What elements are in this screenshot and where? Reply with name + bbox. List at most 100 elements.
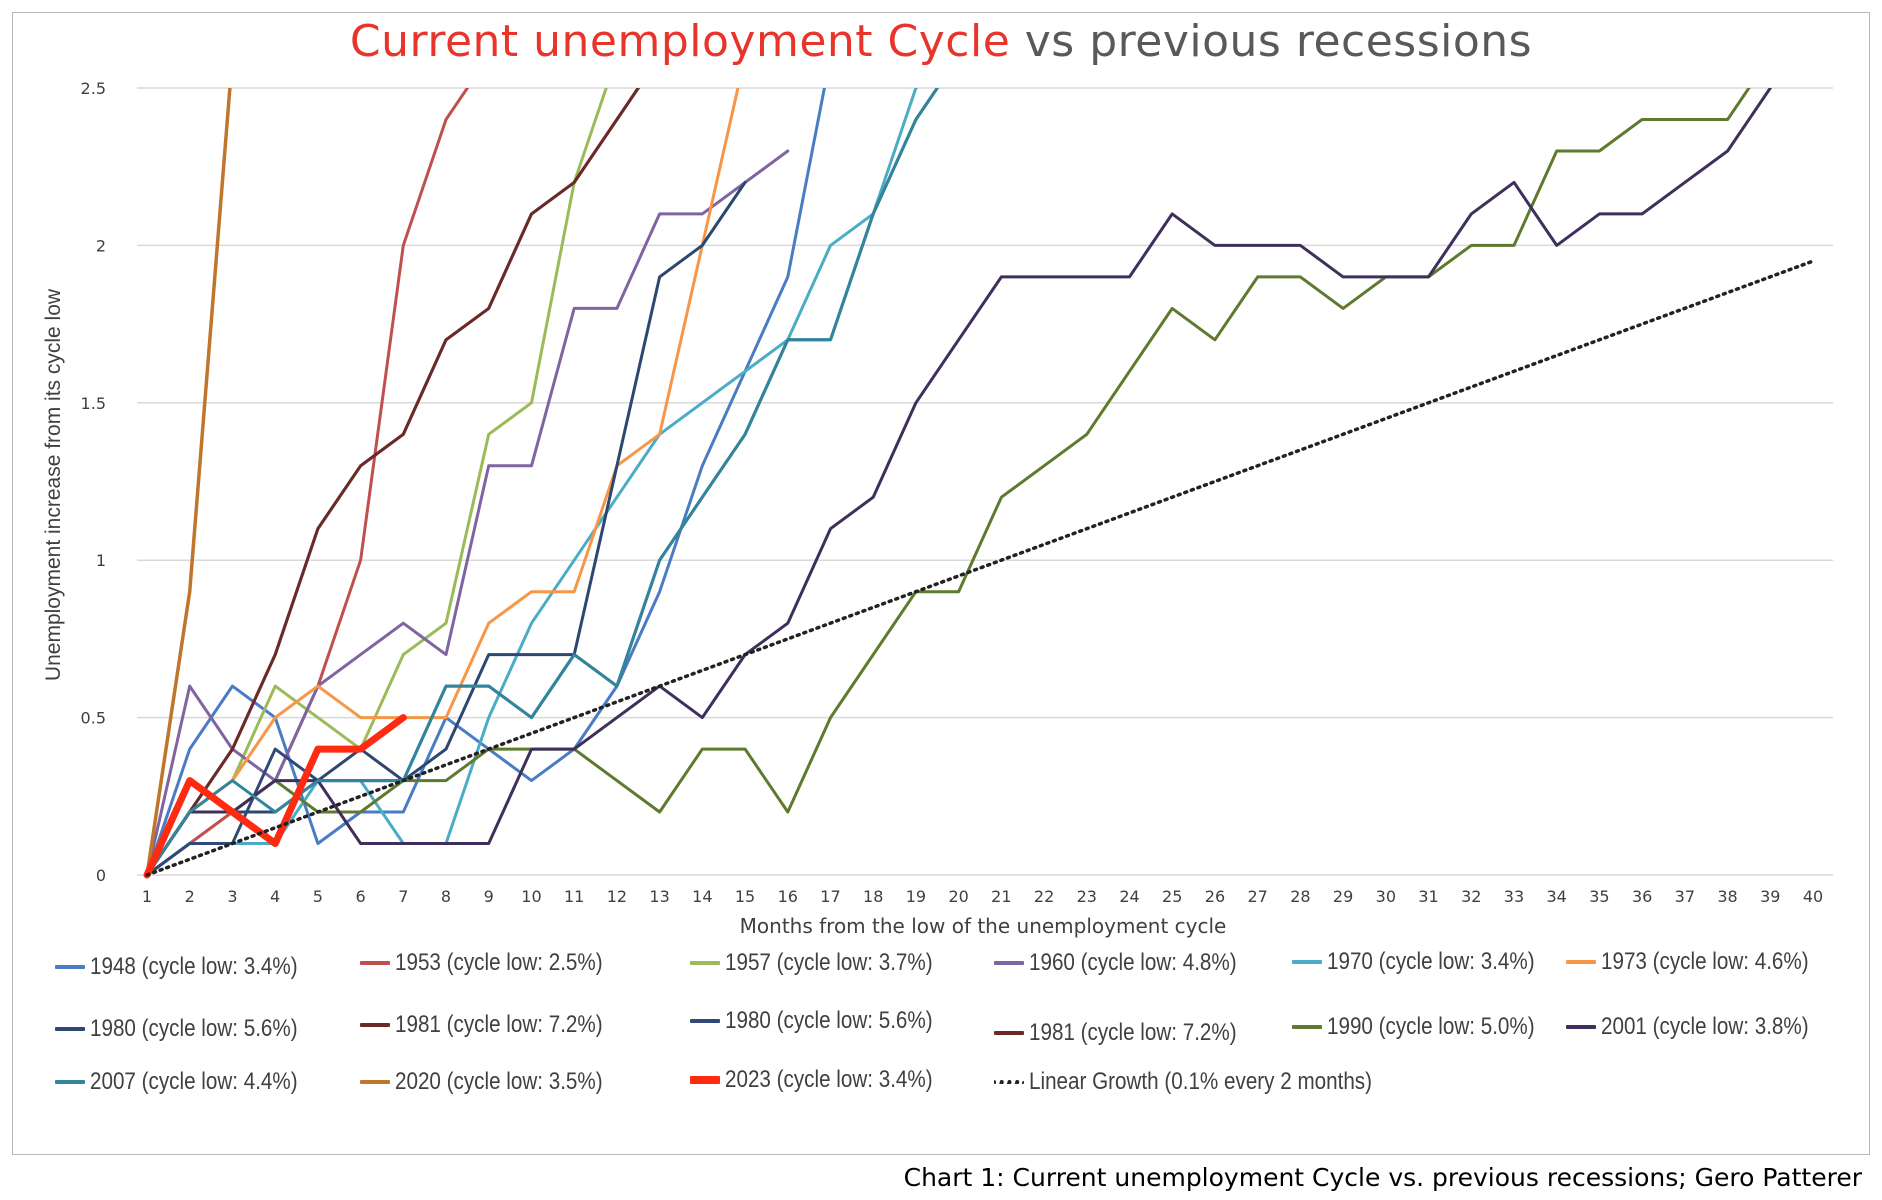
series-line bbox=[145, 88, 232, 877]
y-tick-label: 1.5 bbox=[81, 394, 106, 413]
legend-label: 1990 (cycle low: 5.0%) bbox=[1327, 1013, 1535, 1040]
legend-label: 1980 (cycle low: 5.6%) bbox=[725, 1007, 933, 1034]
x-tick-label: 13 bbox=[649, 887, 669, 906]
x-tick-label: 21 bbox=[991, 887, 1011, 906]
series-line bbox=[145, 88, 919, 877]
legend-item: 2007 (cycle low: 4.4%) bbox=[55, 1065, 331, 1099]
x-tick-label: 30 bbox=[1376, 887, 1396, 906]
x-tick-label: 20 bbox=[948, 887, 968, 906]
series-line bbox=[145, 149, 790, 877]
chart-title: Current unemployment Cycle vs previous r… bbox=[0, 16, 1882, 67]
legend-item: 1957 (cycle low: 3.7%) bbox=[690, 946, 966, 980]
x-tick-label: 12 bbox=[607, 887, 627, 906]
chart-frame bbox=[12, 12, 1870, 1155]
legend-item: 1948 (cycle low: 3.4%) bbox=[55, 950, 331, 984]
legend-swatch bbox=[690, 1019, 720, 1023]
x-tick-label: 32 bbox=[1461, 887, 1481, 906]
legend-swatch bbox=[1292, 1025, 1322, 1029]
x-tick-label: 36 bbox=[1632, 887, 1652, 906]
legend-swatch bbox=[1566, 960, 1596, 964]
legend-label: Linear Growth (0.1% every 2 months) bbox=[1029, 1068, 1373, 1095]
legend-label: 1973 (cycle low: 4.6%) bbox=[1601, 948, 1809, 975]
legend-label: 1957 (cycle low: 3.7%) bbox=[725, 949, 933, 976]
x-tick-label: 1 bbox=[142, 887, 152, 906]
x-tick-label: 26 bbox=[1205, 887, 1225, 906]
legend-label: 2023 (cycle low: 3.4%) bbox=[725, 1066, 933, 1093]
legend-item: 1973 (cycle low: 4.6%) bbox=[1566, 945, 1842, 979]
y-tick-label: 0 bbox=[96, 866, 106, 885]
series-line bbox=[145, 259, 1815, 877]
legend-swatch bbox=[360, 961, 390, 965]
series-line bbox=[145, 88, 740, 877]
chart-title-highlight: Current unemployment Cycle bbox=[349, 16, 1011, 67]
x-tick-label: 2 bbox=[185, 887, 195, 906]
chart-caption: Chart 1: Current unemployment Cycle vs. … bbox=[903, 1163, 1862, 1192]
legend-label: 1970 (cycle low: 3.4%) bbox=[1327, 948, 1535, 975]
y-tick-label: 1 bbox=[96, 551, 106, 570]
y-tick-label: 2.5 bbox=[81, 79, 106, 98]
x-tick-label: 14 bbox=[692, 887, 712, 906]
y-tick-label: 2 bbox=[96, 236, 106, 255]
legend-item: 1960 (cycle low: 4.8%) bbox=[994, 946, 1270, 980]
legend-label: 1981 (cycle low: 7.2%) bbox=[395, 1011, 603, 1038]
legend-label: 2020 (cycle low: 3.5%) bbox=[395, 1068, 603, 1095]
legend-item: 2023 (cycle low: 3.4%) bbox=[690, 1063, 966, 1097]
x-tick-label: 35 bbox=[1589, 887, 1609, 906]
legend-label: 2001 (cycle low: 3.8%) bbox=[1601, 1013, 1809, 1040]
x-tick-label: 11 bbox=[564, 887, 584, 906]
x-tick-label: 25 bbox=[1162, 887, 1182, 906]
x-tick-label: 27 bbox=[1247, 887, 1267, 906]
legend-item: 1980 (cycle low: 5.6%) bbox=[55, 1012, 331, 1046]
x-tick-label: 22 bbox=[1034, 887, 1054, 906]
y-axis-ticks: 0 0.5 1 1.5 2 2.5 bbox=[81, 79, 106, 885]
x-axis-ticks: 1 2 3 4 5 6 7 8 9 10 11 12 13 14 15 16 17 18 19 20 21 22 23 24 2… bbox=[142, 887, 1823, 906]
series-line bbox=[145, 88, 1772, 877]
series-line bbox=[145, 88, 608, 877]
x-tick-label: 9 bbox=[484, 887, 494, 906]
legend-swatch bbox=[55, 1027, 85, 1031]
legend-label: 1948 (cycle low: 3.4%) bbox=[90, 953, 298, 980]
x-tick-label: 5 bbox=[313, 887, 323, 906]
series-line bbox=[145, 88, 940, 877]
legend-swatch bbox=[994, 1080, 1024, 1084]
legend-item: 1990 (cycle low: 5.0%) bbox=[1292, 1010, 1568, 1044]
legend-item: 2020 (cycle low: 3.5%) bbox=[360, 1065, 636, 1099]
series-line bbox=[143, 714, 407, 879]
y-axis-label: Unemployment increase from its cycle low bbox=[42, 288, 65, 681]
series-line bbox=[145, 88, 641, 877]
gridlines bbox=[137, 87, 1833, 876]
x-tick-label: 38 bbox=[1717, 887, 1737, 906]
legend-item: 1980 (cycle low: 5.6%) bbox=[690, 1004, 966, 1038]
x-tick-label: 31 bbox=[1418, 887, 1438, 906]
x-tick-label: 29 bbox=[1333, 887, 1353, 906]
x-tick-label: 37 bbox=[1675, 887, 1695, 906]
legend-label: 1980 (cycle low: 5.6%) bbox=[90, 1015, 298, 1042]
legend-item: 2001 (cycle low: 3.8%) bbox=[1566, 1010, 1842, 1044]
legend-item: 1953 (cycle low: 2.5%) bbox=[360, 946, 636, 980]
x-tick-label: 10 bbox=[521, 887, 541, 906]
legend-label: 1953 (cycle low: 2.5%) bbox=[395, 949, 603, 976]
legend-item: 1981 (cycle low: 7.2%) bbox=[994, 1016, 1270, 1050]
legend-swatch bbox=[994, 961, 1024, 965]
legend-label: 1960 (cycle low: 4.8%) bbox=[1029, 949, 1237, 976]
x-tick-label: 7 bbox=[398, 887, 408, 906]
x-tick-label: 40 bbox=[1803, 887, 1823, 906]
x-tick-label: 3 bbox=[227, 887, 237, 906]
legend-label: 1981 (cycle low: 7.2%) bbox=[1029, 1019, 1237, 1046]
x-tick-label: 19 bbox=[906, 887, 926, 906]
legend-item: 1970 (cycle low: 3.4%) bbox=[1292, 945, 1568, 979]
x-tick-label: 23 bbox=[1077, 887, 1097, 906]
x-tick-label: 39 bbox=[1760, 887, 1780, 906]
x-tick-label: 16 bbox=[778, 887, 798, 906]
x-tick-label: 24 bbox=[1119, 887, 1139, 906]
legend-item: 1981 (cycle low: 7.2%) bbox=[360, 1008, 636, 1042]
legend-swatch bbox=[55, 1080, 85, 1084]
y-tick-label: 0.5 bbox=[81, 709, 106, 728]
x-tick-label: 15 bbox=[735, 887, 755, 906]
series-lines bbox=[143, 88, 1815, 879]
x-axis-label: Months from the low of the unemployment … bbox=[740, 914, 1227, 938]
series-line bbox=[145, 88, 940, 877]
x-tick-label: 4 bbox=[270, 887, 280, 906]
chart-title-rest: vs previous recessions bbox=[1010, 16, 1533, 67]
line-chart: 00.511.522.5 1 2 3 4 5 6 7 8 9 10 11 12 13 14 15 16 17 18… bbox=[42, 79, 1833, 938]
